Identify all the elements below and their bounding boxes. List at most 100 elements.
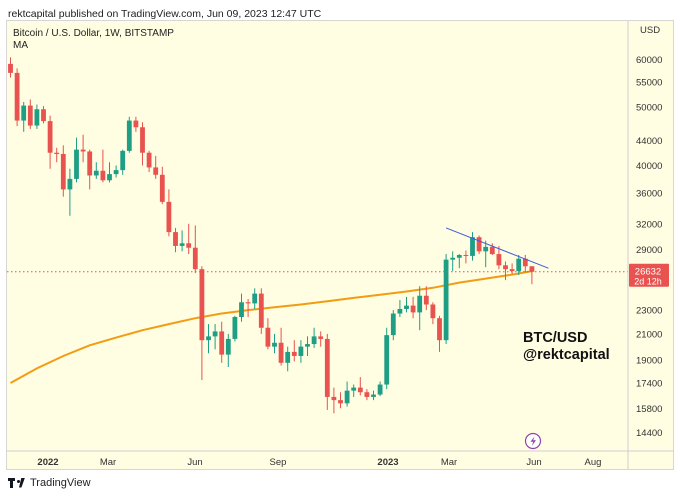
- candle: [298, 340, 304, 363]
- candle-body: [8, 63, 13, 73]
- candle: [100, 149, 106, 183]
- candle: [245, 298, 251, 318]
- y-tick-label: 14400: [636, 428, 662, 439]
- published-header: rektcapital published on TradingView.com…: [8, 8, 322, 20]
- candle: [311, 327, 317, 348]
- candle-body: [338, 400, 343, 404]
- candle-body: [14, 72, 20, 121]
- candle: [344, 381, 350, 407]
- ma-layer: [10, 270, 533, 384]
- candle: [199, 266, 205, 381]
- symbol-legend: Bitcoin / U.S. Dollar, 1W, BITSTAMP: [13, 28, 174, 39]
- candle: [463, 250, 469, 264]
- candle: [54, 147, 60, 163]
- candle-body: [529, 266, 535, 272]
- candle: [410, 296, 416, 319]
- candle-body: [232, 317, 238, 339]
- candle-body: [371, 394, 376, 397]
- candle: [404, 296, 409, 313]
- candle-body: [417, 295, 423, 313]
- candle-body: [60, 153, 66, 190]
- candle-body: [186, 243, 192, 248]
- candle-body: [74, 149, 79, 179]
- candle: [47, 115, 53, 169]
- candle-body: [516, 258, 522, 272]
- candle: [173, 227, 178, 253]
- candle: [318, 331, 324, 347]
- candle-body: [423, 295, 429, 305]
- candle: [133, 116, 139, 132]
- candle: [305, 336, 310, 356]
- candle: [159, 166, 165, 205]
- candle: [503, 261, 508, 281]
- candle-body: [278, 342, 284, 363]
- candle-body: [483, 246, 489, 252]
- candle: [14, 68, 20, 127]
- y-tick-label: 40000: [636, 161, 662, 172]
- ma-line: [10, 270, 533, 384]
- candle: [437, 315, 442, 352]
- x-tick-label: Aug: [585, 457, 602, 468]
- candle: [377, 381, 383, 397]
- candle-body: [443, 259, 449, 341]
- candle-body: [212, 331, 218, 337]
- candle: [252, 288, 258, 309]
- candle-body: [364, 392, 370, 397]
- candle: [126, 116, 132, 153]
- candle-body: [265, 327, 271, 347]
- candle-body: [489, 246, 495, 255]
- candle: [364, 389, 370, 401]
- candle-body: [272, 342, 277, 347]
- candle: [179, 230, 185, 252]
- y-tick-label: 32000: [636, 219, 662, 230]
- candle-body: [252, 293, 258, 304]
- candle: [93, 162, 99, 179]
- candle-body: [159, 174, 165, 202]
- candle-body: [199, 269, 205, 341]
- candle-body: [225, 338, 231, 355]
- candle-body: [219, 331, 225, 355]
- candle-body: [285, 351, 291, 363]
- candle-body: [258, 293, 264, 328]
- lightning-icon[interactable]: [524, 432, 542, 450]
- footer: TradingView: [8, 477, 91, 489]
- last-price-countdown: 2d 12h: [634, 276, 662, 286]
- candle-body: [80, 149, 86, 152]
- candle-body: [377, 384, 383, 395]
- candle-body: [113, 170, 119, 175]
- candle: [80, 134, 86, 163]
- axis-layer: USD1440015800174001900021000230002600029…: [7, 21, 673, 469]
- candle-body: [470, 237, 475, 256]
- candle: [351, 384, 357, 397]
- candle: [87, 149, 93, 190]
- candle-body: [503, 265, 508, 270]
- candle: [113, 165, 119, 178]
- candle: [219, 321, 225, 363]
- watermark-line2: @rektcapital: [523, 347, 610, 363]
- candle: [192, 225, 198, 274]
- candle-body: [430, 304, 436, 319]
- y-tick-label: 29000: [636, 245, 662, 256]
- candle: [21, 101, 27, 132]
- candles-layer: [8, 57, 535, 414]
- candle: [140, 122, 145, 166]
- last-price-tag: [629, 263, 669, 287]
- candle-body: [126, 120, 132, 151]
- candle: [516, 254, 522, 276]
- candle: [476, 235, 482, 255]
- candle: [258, 288, 264, 334]
- candle-body: [107, 174, 112, 181]
- candle: [357, 377, 363, 396]
- x-tick-label: 2022: [37, 457, 58, 468]
- candle: [67, 168, 73, 216]
- y-tick-label: 17400: [636, 379, 662, 390]
- candle: [186, 223, 192, 255]
- candle: [120, 149, 126, 175]
- candle: [8, 57, 13, 78]
- candle-body: [140, 127, 145, 153]
- candle: [324, 333, 330, 410]
- candle: [107, 162, 112, 183]
- candle-body: [153, 167, 159, 175]
- candle: [390, 310, 396, 341]
